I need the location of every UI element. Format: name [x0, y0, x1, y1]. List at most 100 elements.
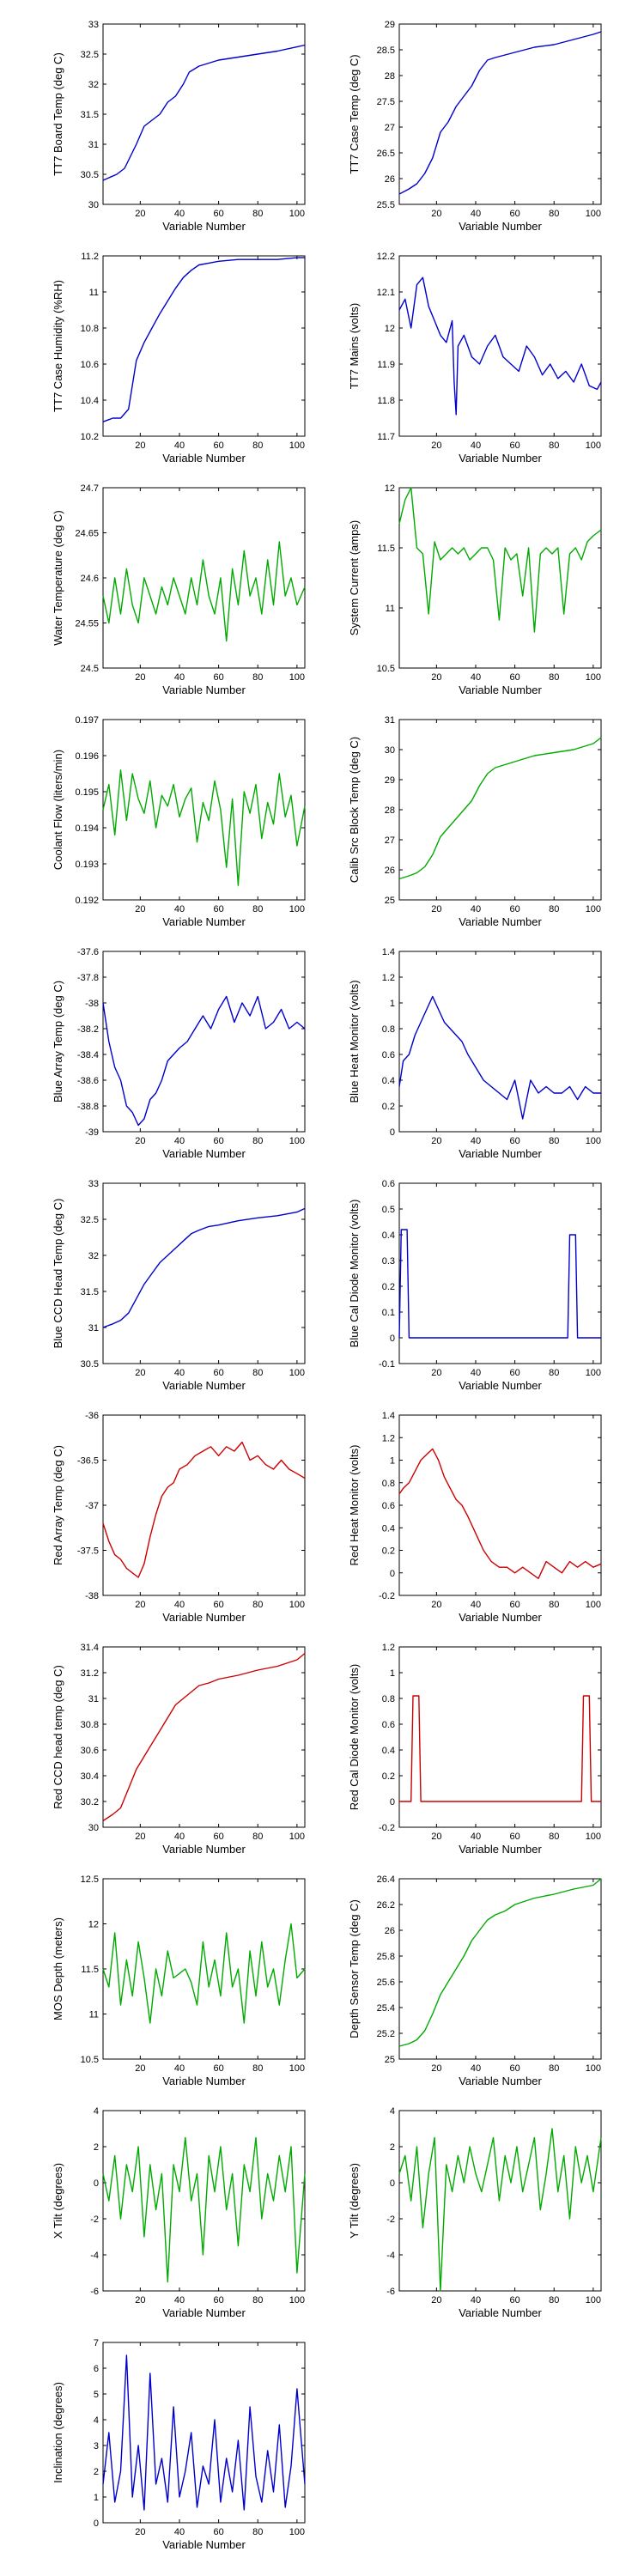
y-tick-label: 26	[385, 866, 395, 876]
plot-area	[398, 2110, 602, 2292]
series-line	[102, 1652, 306, 1822]
y-tick-label: 0.2	[382, 1102, 395, 1112]
x-tick-label: 100	[289, 1136, 305, 1146]
x-tick-label: 40	[471, 2063, 481, 2074]
y-tick-label: 0.192	[75, 896, 99, 906]
x-tick-label: 60	[213, 672, 223, 683]
x-tick-label: 40	[471, 1600, 481, 1610]
x-tick-label: 20	[431, 1368, 441, 1378]
y-tick-label: 31	[88, 1694, 99, 1704]
y-axis-label: Y Tilt (degrees)	[348, 2163, 361, 2239]
y-tick-label: 31	[88, 1323, 99, 1334]
chart-panel: 20 40 60 80 100 30 30.2 30.4 30.6 30.8 31 31.2 31.4 V…	[52, 1643, 306, 1856]
x-tick-label: 20	[135, 1600, 145, 1610]
y-tick-label: -0.1	[379, 1359, 395, 1370]
x-tick-label: 40	[174, 2063, 185, 2074]
x-axis-label: Variable Number	[162, 683, 246, 696]
y-tick-label: 11	[89, 288, 99, 298]
y-tick-label: 0.6	[382, 1179, 395, 1189]
x-tick-label: 80	[252, 904, 263, 914]
series-line	[102, 257, 305, 422]
y-tick-label: -38	[85, 1591, 99, 1601]
plot-area	[102, 1646, 306, 1828]
y-axis-label: Red Heat Monitor (volts)	[348, 1445, 361, 1566]
x-tick-label: 100	[586, 1136, 601, 1146]
x-tick-label: 40	[471, 1136, 481, 1146]
x-tick-label: 20	[135, 440, 145, 451]
y-tick-label: 31.4	[81, 1643, 99, 1653]
x-tick-label: 100	[586, 904, 601, 914]
series-line	[102, 44, 306, 181]
y-tick-label: 30.5	[81, 170, 99, 180]
y-tick-label: 11.7	[377, 432, 395, 442]
x-tick-label: 80	[549, 209, 559, 219]
x-tick-label: 80	[549, 1832, 559, 1842]
x-tick-label: 40	[174, 2527, 185, 2537]
y-tick-label: 33	[88, 20, 99, 30]
y-axis-label: Blue Array Temp (deg C)	[52, 981, 64, 1103]
chart-panel: 20 40 60 80 100 30 30.5 31 31.5 32 32.5 33 Variable …	[52, 20, 306, 233]
y-tick-label: -36.5	[77, 1456, 99, 1467]
chart-panel: 20 40 60 80 100 -6 -4 -2 0 2 4 Variable Number Y Til…	[348, 2106, 602, 2319]
x-tick-label: 100	[289, 1600, 305, 1610]
y-axis-label: MOS Depth (meters)	[52, 1917, 64, 2020]
chart-panel: 20 40 60 80 100 0 1 2 3 4 5 6 7 Variable Number Inclin…	[52, 2338, 306, 2551]
y-axis-label: Calib Src Block Temp (deg C)	[348, 737, 361, 883]
y-tick-label: 32.5	[81, 50, 99, 60]
series-line	[398, 995, 601, 1120]
plot-area	[398, 255, 602, 437]
x-tick-label: 80	[252, 209, 263, 219]
x-tick-label: 20	[431, 672, 441, 683]
y-tick-label: 25.5	[377, 200, 395, 210]
y-tick-label: 30	[88, 1823, 99, 1833]
series-line	[398, 31, 602, 195]
chart-panel: 20 40 60 80 100 -39 -38.8 -38.6 -38.4 -38.2 -38 -37…	[52, 947, 306, 1160]
y-tick-label: 4	[94, 2415, 99, 2426]
y-tick-label: 0.2	[382, 1771, 395, 1782]
x-axis-label: Variable Number	[459, 915, 542, 928]
y-tick-label: 0.197	[75, 715, 99, 726]
x-tick-label: 80	[549, 1136, 559, 1146]
y-tick-label: 28	[385, 805, 395, 816]
series-line	[102, 541, 306, 642]
x-tick-label: 100	[586, 209, 601, 219]
x-tick-label: 80	[549, 2063, 559, 2074]
x-tick-label: 40	[471, 672, 481, 683]
y-tick-label: 10.6	[81, 360, 99, 370]
y-tick-label: 1.2	[382, 1643, 395, 1653]
y-tick-label: 30.5	[81, 1359, 99, 1370]
y-tick-label: 12.5	[81, 1874, 99, 1885]
y-tick-label: 0	[390, 1334, 395, 1344]
x-axis-label: Variable Number	[162, 220, 246, 233]
chart-panel: 20 40 60 80 100 10.5 11 11.5 12 12.5 Variable Numb…	[52, 1874, 306, 2087]
y-axis-label: Red Cal Diode Monitor (volts)	[348, 1664, 361, 1811]
series-line	[398, 737, 602, 880]
x-tick-label: 40	[174, 1600, 185, 1610]
plot-area	[398, 1414, 602, 1596]
y-axis-label: Red CCD head temp (deg C)	[52, 1665, 64, 1809]
series-line	[398, 1448, 602, 1580]
x-axis-label: Variable Number	[162, 915, 246, 928]
x-tick-label: 60	[213, 1368, 223, 1378]
y-tick-label: 11	[386, 604, 395, 614]
x-tick-label: 20	[135, 672, 145, 683]
x-tick-label: 100	[586, 672, 601, 683]
y-tick-label: 7	[94, 2338, 99, 2348]
chart-panel: 20 40 60 80 100 -0.1 0 0.1 0.2 0.3 0.4 0.5 0.6 Variab…	[348, 1179, 602, 1392]
y-tick-label: -38.8	[77, 1102, 99, 1112]
y-tick-label: -2	[386, 2215, 395, 2225]
x-axis-label: Variable Number	[162, 1843, 246, 1856]
y-tick-label: -36	[85, 1411, 99, 1421]
x-axis-label: Variable Number	[162, 1611, 246, 1624]
y-tick-label: 25.4	[377, 2003, 395, 2014]
y-tick-label: 27	[385, 835, 395, 846]
y-tick-label: -37.8	[77, 973, 99, 983]
y-axis-label: TT7 Case Humidity (%RH)	[52, 280, 64, 412]
y-tick-label: 26.5	[377, 149, 395, 159]
y-tick-label: 2	[94, 2142, 99, 2153]
y-tick-label: 11.5	[81, 1965, 99, 1975]
x-tick-label: 40	[471, 1832, 481, 1842]
x-axis-label: Variable Number	[459, 683, 542, 696]
y-tick-label: 31.2	[81, 1668, 99, 1679]
chart-panel: 20 40 60 80 100 0 0.2 0.4 0.6 0.8 1 1.2 1.4 Variable …	[348, 947, 602, 1160]
